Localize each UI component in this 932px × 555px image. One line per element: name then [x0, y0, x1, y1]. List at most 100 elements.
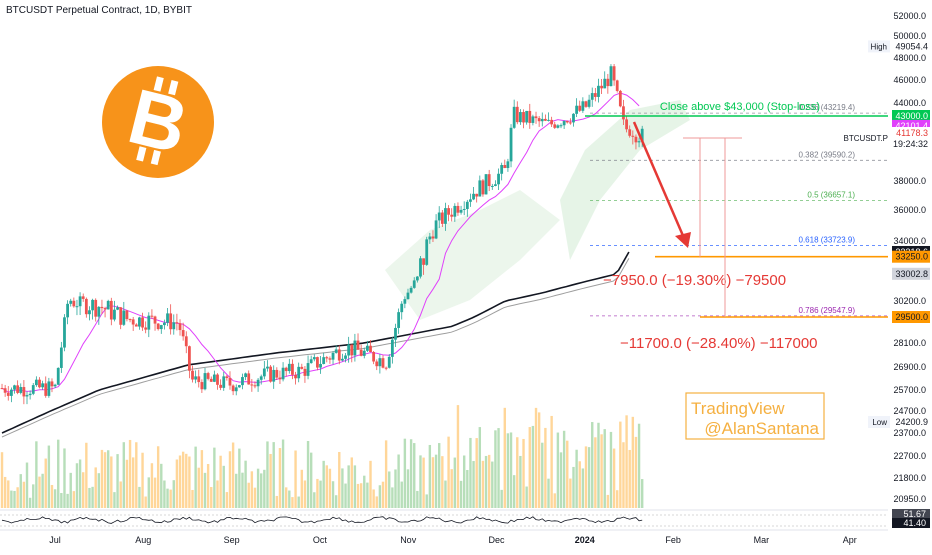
volume-bar [41, 473, 44, 508]
candle [341, 353, 344, 362]
price-tag: 24200.9 Low [868, 415, 930, 428]
candle [300, 363, 304, 370]
candle-body [128, 319, 132, 321]
watermark: TradingView @AlanSantana [685, 392, 825, 440]
candle [597, 78, 600, 103]
candle-body [59, 347, 63, 368]
candle [306, 355, 310, 380]
candle-body [141, 317, 144, 328]
volume-bar [353, 465, 357, 508]
volume-bar [47, 445, 51, 508]
candle [228, 371, 232, 390]
candle [344, 352, 347, 363]
volume-bar [556, 432, 560, 508]
candle-body [206, 373, 210, 379]
candle [387, 354, 391, 369]
volume-bar [269, 453, 272, 508]
candle-body [97, 306, 101, 317]
volume-bar [375, 496, 378, 508]
volume-bar [309, 452, 313, 508]
candle-body [440, 212, 444, 224]
volume-bar [119, 481, 122, 508]
candle-body [537, 118, 541, 122]
candle-body [437, 212, 441, 221]
volume-bar [219, 455, 222, 508]
candle [609, 64, 613, 87]
candle-body [184, 336, 188, 347]
fib-level-label: 0.382 (39590.2) [799, 150, 856, 159]
candle [297, 362, 301, 383]
candle-body [131, 319, 135, 325]
volume-bar [294, 450, 297, 508]
candle-body [138, 317, 141, 327]
volume-bar [66, 493, 69, 508]
stop-loss-label: Close above $43,000 (Stop-loss) [660, 101, 820, 113]
candle-body [144, 327, 148, 330]
candle-body [462, 208, 466, 210]
candle [241, 373, 244, 390]
volume-bar [600, 434, 603, 508]
candle [353, 333, 357, 362]
candle-body [347, 344, 351, 356]
candle-body [200, 382, 204, 390]
candle-body [75, 306, 79, 308]
candle-body [375, 361, 379, 367]
volume-bar [260, 473, 263, 508]
candle [397, 308, 401, 334]
volume-bar [581, 468, 585, 508]
candle [100, 299, 104, 315]
candle-body [91, 299, 94, 311]
candle-body [584, 101, 588, 107]
candle [447, 205, 450, 222]
price-tag-value: 33250.0 [895, 252, 928, 262]
price-tag: 29500.0 [892, 311, 930, 323]
volume-bar [637, 423, 641, 508]
volume-bar [640, 479, 644, 508]
candle [612, 64, 616, 86]
candle-body [325, 357, 329, 359]
candle-body [219, 384, 223, 388]
volume-bar [628, 449, 631, 508]
candle [444, 202, 447, 231]
candle-body [600, 85, 603, 89]
candle [97, 305, 101, 325]
volume-bar [512, 475, 516, 508]
candle-body [625, 119, 628, 130]
candle-body [303, 368, 307, 376]
volume-bar [447, 436, 450, 508]
candle-body [66, 303, 69, 318]
candle [88, 306, 91, 321]
indicator-line [1, 516, 643, 524]
candle [275, 367, 279, 381]
candle [144, 321, 148, 334]
volume-bar [462, 455, 466, 508]
candle [519, 109, 522, 125]
candle [547, 112, 550, 122]
candle [606, 73, 610, 94]
countdown-label: 19:24:32 [893, 139, 928, 149]
price-tag-value: 29500.0 [895, 312, 928, 322]
candle [125, 310, 129, 322]
price-tick-label: 48000.0 [893, 53, 926, 63]
candle [365, 340, 369, 352]
volume-bar [175, 459, 179, 508]
candle-body [181, 330, 185, 337]
candle-body [365, 345, 369, 351]
candle-body [209, 378, 213, 382]
candle [543, 114, 547, 122]
candle [38, 377, 41, 389]
candle [63, 314, 66, 352]
candle [503, 159, 507, 169]
candle [222, 371, 226, 391]
candle-body [253, 385, 257, 387]
candle [515, 101, 519, 125]
volume-bar [147, 477, 150, 508]
volume-bar [263, 469, 266, 508]
volume-bar [69, 472, 72, 508]
volume-bar [284, 487, 288, 508]
candle-body [606, 78, 610, 87]
candle [281, 362, 285, 382]
candle-body [191, 370, 194, 380]
candle [9, 387, 13, 403]
volume-bar [506, 433, 510, 508]
